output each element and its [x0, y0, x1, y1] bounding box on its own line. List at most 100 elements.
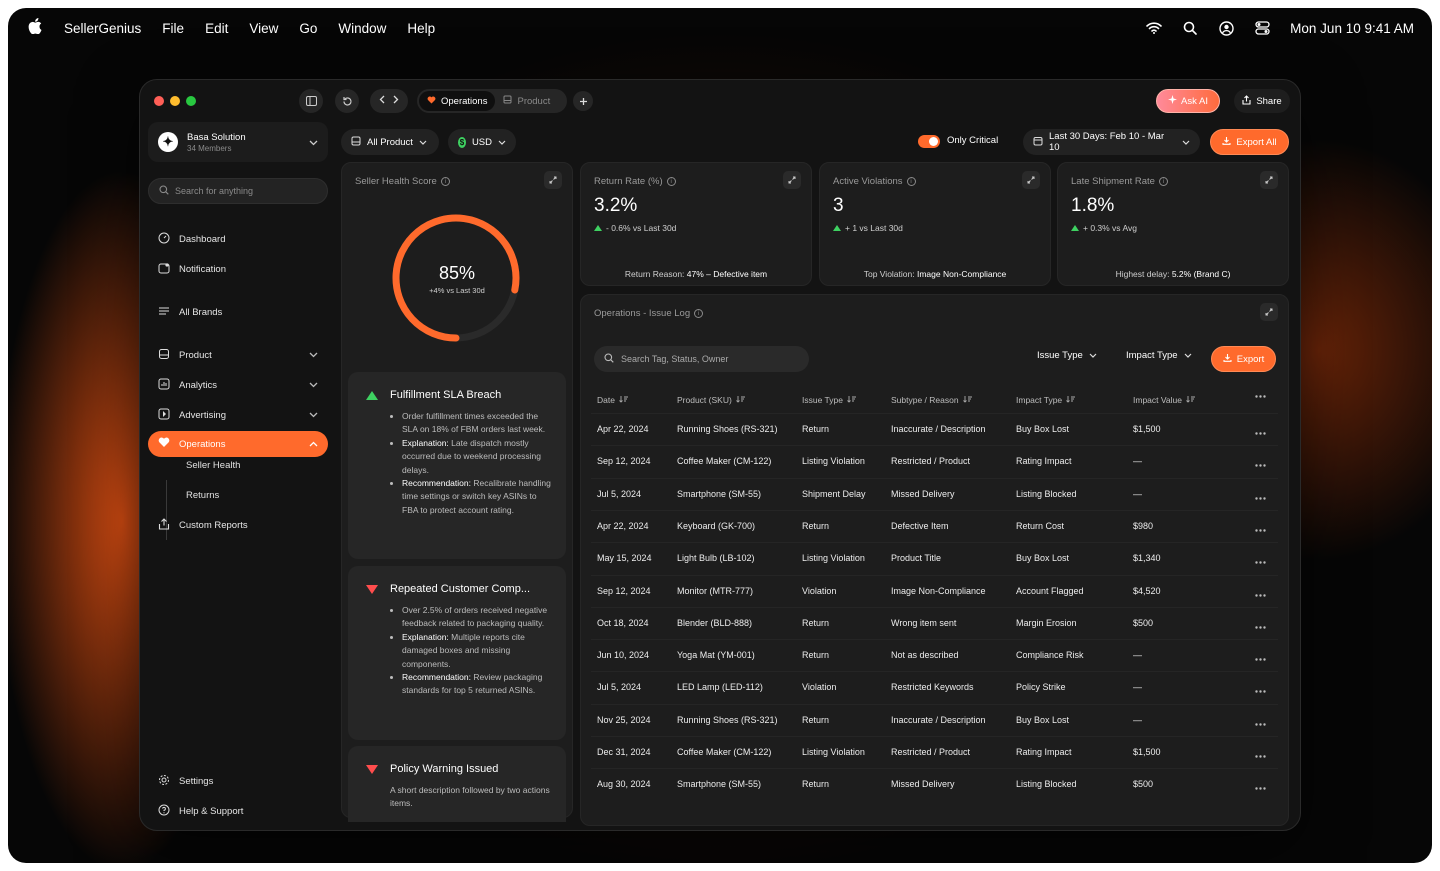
table-row[interactable]: Apr 22, 2024 Keyboard (GK-700) Return Defec…: [581, 509, 1288, 542]
sort-icon[interactable]: [735, 395, 745, 405]
table-row[interactable]: Dec 31, 2024 Coffee Maker (CM-122) Listing…: [581, 736, 1288, 768]
minimize-window-button[interactable]: [170, 96, 180, 106]
issue-type-dropdown[interactable]: Issue Type: [1037, 350, 1097, 361]
info-icon[interactable]: i: [440, 177, 450, 186]
sidebar-item-dashboard[interactable]: Dashboard: [148, 226, 328, 252]
back-chevron-icon[interactable]: [379, 95, 385, 107]
close-window-button[interactable]: [154, 96, 164, 106]
table-row[interactable]: May 15, 2024 Light Bulb (LB-102) Listing V…: [581, 542, 1288, 574]
table-row[interactable]: Oct 18, 2024 Blender (BLD-888) Return Wrong…: [581, 606, 1288, 639]
sidebar-item-help[interactable]: Help & Support: [148, 798, 328, 824]
row-more-options-icon[interactable]: [1255, 782, 1266, 792]
menu-edit[interactable]: Edit: [205, 20, 229, 36]
export-button[interactable]: Export: [1211, 346, 1276, 372]
sidebar-item-custom-reports[interactable]: Custom Reports: [148, 512, 328, 538]
wifi-icon[interactable]: [1146, 20, 1162, 36]
tab-product[interactable]: Product: [495, 91, 558, 111]
info-icon[interactable]: i: [1158, 177, 1168, 186]
table-row[interactable]: Aug 30, 2024 Smartphone (SM-55) Return Miss…: [581, 768, 1288, 800]
column-header[interactable]: Product (SKU): [677, 395, 745, 405]
issue-log-search-input[interactable]: Search Tag, Status, Owner: [594, 346, 809, 372]
sort-icon[interactable]: [962, 395, 972, 405]
row-more-options-icon[interactable]: [1255, 653, 1266, 663]
sort-icon[interactable]: [619, 395, 628, 405]
sidebar-subitem-seller-health[interactable]: Seller Health: [186, 460, 241, 471]
date-range-dropdown[interactable]: Last 30 Days: Feb 10 - Mar 10: [1023, 129, 1200, 155]
product-filter-dropdown[interactable]: All Product: [341, 129, 439, 155]
table-row[interactable]: Apr 22, 2024 Running Shoes (RS-321) Return…: [581, 413, 1288, 445]
zoom-window-button[interactable]: [186, 96, 196, 106]
row-more-options-icon[interactable]: [1255, 685, 1266, 695]
sort-icon[interactable]: [1186, 395, 1195, 405]
sidebar-item-settings[interactable]: Settings: [148, 768, 328, 794]
expand-icon[interactable]: [1260, 171, 1278, 189]
row-more-options-icon[interactable]: [1255, 750, 1266, 760]
app-menu[interactable]: SellerGenius: [64, 20, 142, 36]
row-more-options-icon[interactable]: [1255, 524, 1266, 534]
menu-go[interactable]: Go: [299, 20, 318, 36]
tab-operations[interactable]: Operations: [419, 91, 496, 111]
column-header[interactable]: Date: [597, 395, 628, 405]
info-icon[interactable]: i: [694, 309, 704, 318]
issue-card-policy-warning[interactable]: Policy Warning Issued A short descriptio…: [348, 746, 566, 822]
expand-icon[interactable]: [544, 171, 562, 189]
table-row[interactable]: Nov 25, 2024 Running Shoes (RS-321) Return…: [581, 703, 1288, 736]
info-icon[interactable]: i: [666, 177, 676, 186]
table-row[interactable]: Sep 12, 2024 Monitor (MTR-777) Violation Im…: [581, 574, 1288, 607]
sidebar-search-input[interactable]: Search for anything: [148, 178, 328, 204]
sidebar-item-analytics[interactable]: Analytics: [148, 372, 328, 398]
column-header[interactable]: Impact Value: [1133, 395, 1195, 405]
expand-icon[interactable]: [1260, 303, 1278, 321]
column-header[interactable]: Impact Type: [1016, 395, 1076, 405]
column-header[interactable]: Subtype / Reason: [891, 395, 972, 405]
menubar-clock[interactable]: Mon Jun 10 9:41 AM: [1290, 20, 1414, 36]
new-tab-plus-icon[interactable]: [573, 91, 593, 111]
ask-ai-button[interactable]: Ask AI: [1156, 89, 1220, 113]
menu-help[interactable]: Help: [407, 20, 436, 36]
row-more-options-icon[interactable]: [1255, 427, 1266, 437]
table-row[interactable]: Jul 5, 2024 LED Lamp (LED-112) Violation Re…: [581, 671, 1288, 703]
control-center-icon[interactable]: [1254, 20, 1270, 36]
row-more-options-icon[interactable]: [1255, 718, 1266, 728]
user-account-icon[interactable]: [1218, 20, 1234, 36]
refresh-icon[interactable]: [335, 89, 359, 113]
export-all-button[interactable]: Export All: [1210, 129, 1289, 155]
sidebar-item-notification[interactable]: Notification: [148, 256, 328, 282]
only-critical-toggle[interactable]: [918, 135, 940, 148]
table-row[interactable]: Sep 12, 2024 Coffee Maker (CM-122) Listing…: [581, 445, 1288, 477]
sort-icon[interactable]: [847, 395, 856, 405]
row-more-options-icon[interactable]: [1255, 492, 1266, 502]
sidebar-item-operations[interactable]: Operations: [148, 431, 328, 457]
spotlight-search-icon[interactable]: [1182, 20, 1198, 36]
issue-card-customer-complaints[interactable]: Repeated Customer Comp... Over 2.5% of o…: [348, 566, 566, 740]
more-options-icon[interactable]: [1255, 395, 1266, 398]
sidebar-item-product[interactable]: Product: [148, 342, 328, 368]
menu-window[interactable]: Window: [338, 20, 387, 36]
currency-dropdown[interactable]: $ USD: [448, 129, 516, 155]
row-more-options-icon[interactable]: [1255, 556, 1266, 566]
table-row[interactable]: Jul 5, 2024 Smartphone (SM-55) Shipment De…: [581, 477, 1288, 510]
info-icon[interactable]: i: [906, 177, 916, 186]
row-more-options-icon[interactable]: [1255, 589, 1266, 599]
sidebar-toggle-icon[interactable]: [299, 89, 323, 113]
table-row[interactable]: Jun 10, 2024 Yoga Mat (YM-001) Return Not a…: [581, 639, 1288, 671]
sidebar-item-all-brands[interactable]: All Brands: [148, 299, 328, 325]
menu-file[interactable]: File: [162, 20, 185, 36]
menu-view[interactable]: View: [249, 20, 279, 36]
column-header[interactable]: Issue Type: [802, 395, 856, 405]
forward-chevron-icon[interactable]: [393, 95, 399, 107]
share-button[interactable]: Share: [1234, 89, 1290, 113]
issue-bullet: Explanation: Late dispatch mostly occurr…: [402, 437, 554, 477]
apple-icon[interactable]: [28, 17, 42, 39]
sort-icon[interactable]: [1066, 395, 1076, 405]
sidebar-subitem-returns[interactable]: Returns: [186, 490, 220, 501]
issue-card-fulfillment[interactable]: Fulfillment SLA Breach Order fulfillment…: [348, 372, 566, 559]
row-more-options-icon[interactable]: [1255, 621, 1266, 631]
expand-icon[interactable]: [1022, 171, 1040, 189]
impact-type-dropdown[interactable]: Impact Type: [1126, 350, 1192, 361]
sidebar-item-advertising[interactable]: Advertising: [148, 402, 328, 428]
table-cell: $1,500: [1133, 747, 1161, 757]
workspace-switcher[interactable]: ✦ Basa Solution 34 Members: [148, 122, 328, 162]
row-more-options-icon[interactable]: [1255, 459, 1266, 469]
expand-icon[interactable]: [783, 171, 801, 189]
